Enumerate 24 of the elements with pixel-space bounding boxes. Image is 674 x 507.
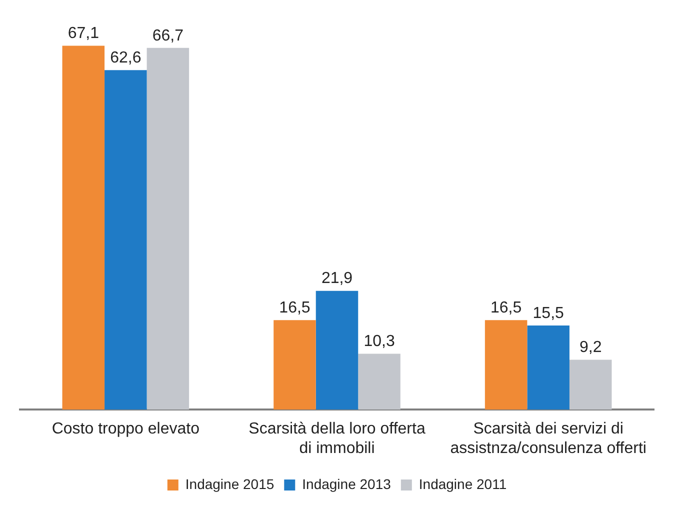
data-label: 16,5 [279, 300, 310, 317]
data-label: 10,3 [364, 333, 395, 350]
data-label: 62,6 [110, 50, 142, 67]
bar [104, 70, 147, 410]
legend-label: Indagine 2015 [185, 476, 274, 492]
legend-label: Indagine 2013 [302, 476, 392, 492]
x-tick-label: Scarsità della loro offerta di immobili [248, 420, 426, 457]
bar [527, 326, 570, 410]
bar [358, 354, 400, 410]
bar [146, 48, 190, 410]
data-label: 9,2 [579, 339, 602, 356]
data-label: 16,5 [490, 300, 522, 317]
bar [569, 360, 612, 410]
bar [484, 320, 528, 410]
data-label: 66,7 [152, 27, 184, 44]
bar [274, 320, 316, 410]
x-tick-label: Costo troppo elevato [52, 420, 200, 438]
bar [316, 290, 358, 410]
x-tick-label: Scarsità dei servizi di assistnza/consulenza offerti [450, 420, 646, 457]
data-label: 15,5 [532, 304, 564, 322]
legend-label: Indagine 2011 [418, 476, 507, 492]
bar [62, 46, 105, 410]
data-label: 67,1 [68, 25, 100, 42]
data-label: 21,9 [321, 270, 353, 288]
